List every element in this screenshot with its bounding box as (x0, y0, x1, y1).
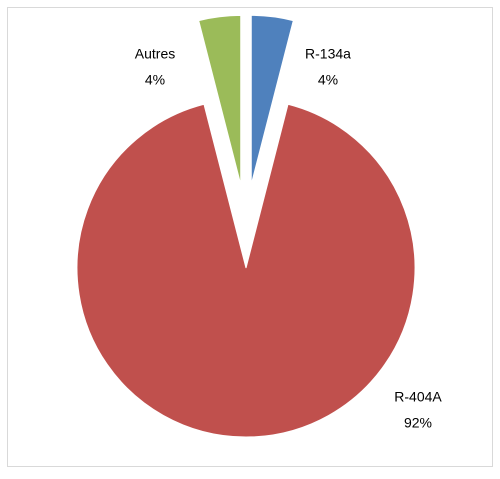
pie-slice (250, 14, 294, 185)
slice-value-label: 92% (404, 415, 432, 431)
slice-value-label: 4% (318, 72, 338, 88)
slice-label: Autres (135, 46, 175, 62)
slice-value-label: 4% (145, 72, 165, 88)
pie-slice (198, 14, 242, 185)
slice-label: R-404A (394, 389, 442, 405)
slice-label: R-134a (305, 46, 351, 62)
pie-slice (76, 103, 416, 438)
